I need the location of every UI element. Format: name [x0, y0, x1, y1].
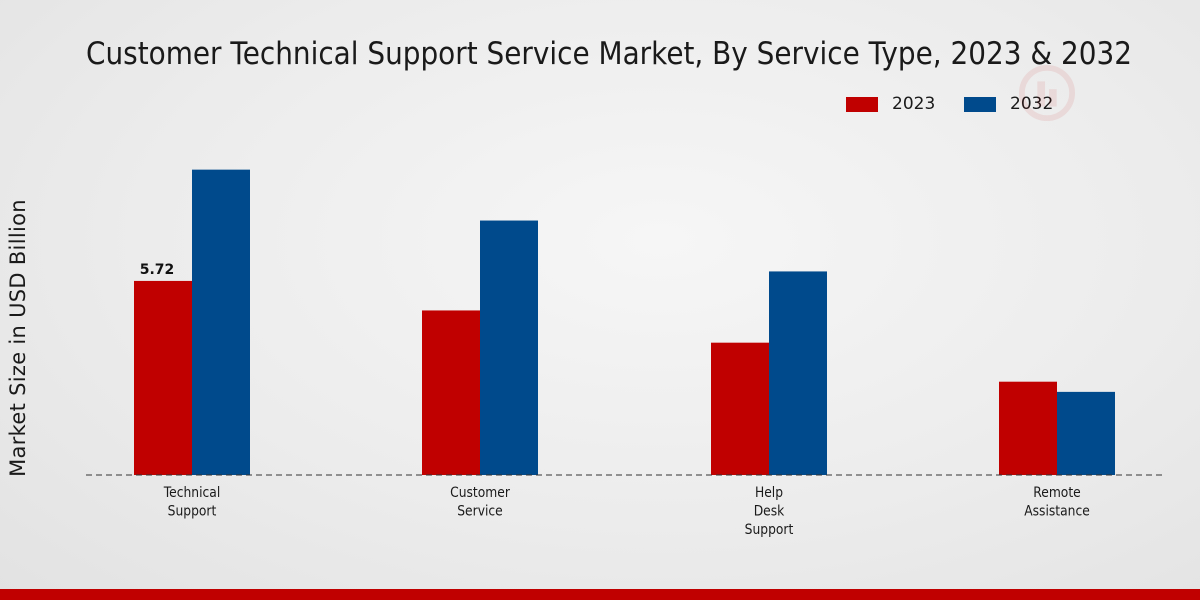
legend-item-2032: 2032	[964, 94, 1053, 114]
x-tick-label: Remote Assistance	[1024, 485, 1090, 519]
bar-2032-3	[1057, 391, 1115, 475]
legend-swatch-2032	[964, 96, 996, 112]
legend-item-2023: 2023	[846, 94, 935, 114]
legend-label-2032: 2032	[1010, 94, 1054, 114]
bar-2032-0	[192, 169, 250, 475]
legend: 2023 2032	[0, 94, 1200, 120]
bar-2023-3	[999, 381, 1057, 475]
bar-2023-2	[711, 342, 769, 475]
bar-2032-1	[480, 220, 538, 475]
bar-2023-1	[422, 310, 480, 475]
bar-2023-0	[134, 280, 192, 475]
x-tick-label: Help Desk Support	[745, 485, 794, 538]
bar-2032-2	[769, 271, 827, 475]
x-tick-label: Customer Service	[450, 485, 510, 519]
x-tick-label: Technical Support	[163, 485, 220, 519]
legend-swatch-2023	[846, 96, 878, 112]
legend-label-2023: 2023	[892, 94, 936, 114]
data-label: 5.72	[140, 262, 175, 278]
chart-title: Customer Technical Support Service Marke…	[86, 36, 1132, 72]
footer-accent-bar	[0, 589, 1200, 600]
watermark-logo-icon	[1018, 64, 1076, 122]
